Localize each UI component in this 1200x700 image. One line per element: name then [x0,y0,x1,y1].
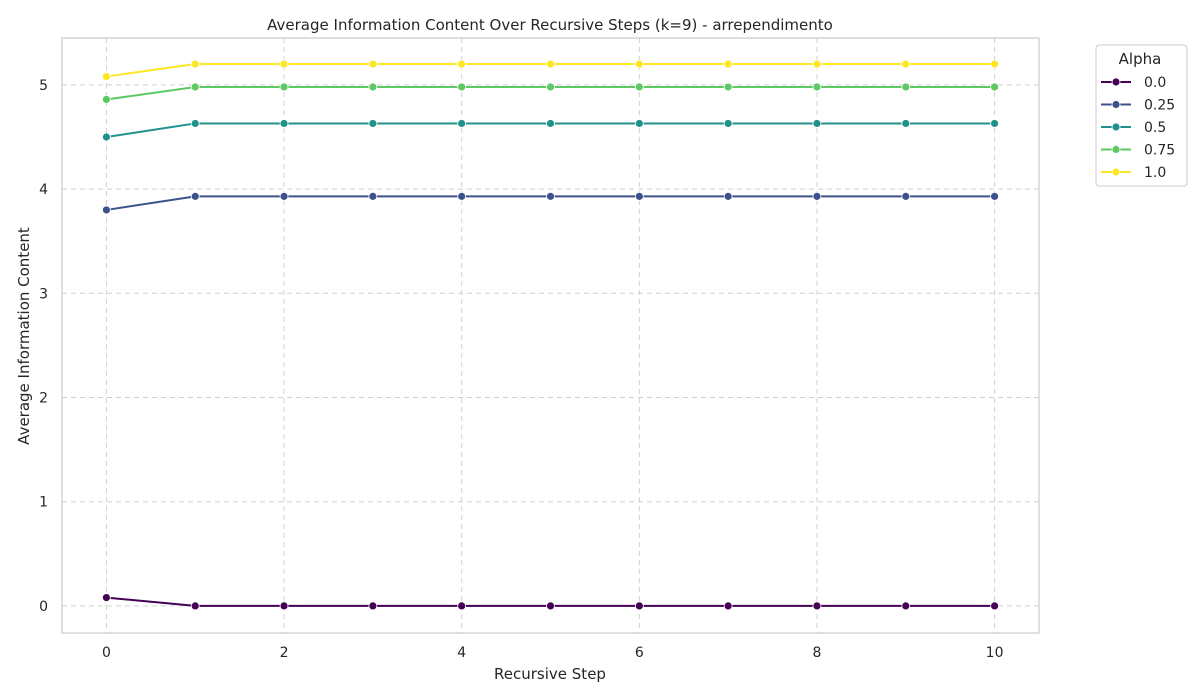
legend-swatch-marker [1111,167,1121,177]
plot-frame [61,37,1040,634]
legend-entry-1.0[interactable]: 1.0 [1101,165,1166,181]
data-point [457,601,467,611]
data-point [723,601,733,611]
data-point [190,119,200,128]
legend-entry-0.0[interactable]: 0.0 [1101,75,1166,91]
data-point [190,59,200,69]
legend-label: 1.0 [1144,165,1166,181]
x-tick-label: 8 [812,645,821,661]
legend-label: 0.25 [1144,98,1175,114]
data-point [723,59,733,69]
legend-label: 0.0 [1144,75,1166,91]
data-point [279,191,289,201]
chart-title: Average Information Content Over Recursi… [267,16,833,34]
y-tick-label: 1 [39,495,48,511]
series-0.0 [102,593,999,611]
data-point [368,82,378,92]
legend-entry-0.25[interactable]: 0.25 [1101,98,1175,114]
data-point [279,59,289,69]
legend-title: Alpha [1119,50,1162,68]
data-point [634,191,644,201]
series-1.0 [102,59,999,81]
data-point [990,119,999,128]
data-point [457,119,467,128]
data-point [901,191,911,201]
data-point [990,191,999,201]
data-point [546,59,555,69]
x-tick-label: 6 [635,645,644,661]
legend-entries: 0.0 0.25 0.5 0.75 1.0 [1101,75,1175,181]
legend-swatch-marker [1111,100,1121,109]
y-tick-label: 5 [39,78,48,94]
data-point [634,82,644,92]
y-axis-label: Average Information Content [15,227,33,445]
legend-swatch-marker [1111,77,1121,87]
legend[interactable]: Alpha 0.0 0.25 0.5 0.75 1.0 [1095,44,1188,187]
data-point [102,132,111,142]
data-point [546,82,555,92]
x-tick-label: 4 [457,645,466,661]
data-point [457,82,467,92]
data-point [457,191,467,201]
x-axis-ticks: 0 2 4 6 8 10 [102,645,1004,661]
data-point [546,601,555,611]
data-point [279,601,289,611]
y-tick-label: 4 [39,182,48,198]
data-point [812,82,822,92]
data-point [723,82,733,92]
data-point [102,95,111,104]
data-point [901,82,911,92]
data-point [368,191,378,201]
data-point [812,601,822,611]
x-axis-label: Recursive Step [494,665,606,683]
data-point [901,119,911,128]
data-point [546,119,555,128]
data-point [990,59,999,69]
legend-entry-0.75[interactable]: 0.75 [1101,143,1175,159]
data-point [279,119,289,128]
data-point [546,191,555,201]
data-point [723,191,733,201]
series-layer [102,59,999,611]
data-point [190,82,200,92]
legend-label: 0.5 [1144,120,1166,136]
legend-swatch-marker [1111,122,1121,132]
data-point [812,59,822,69]
data-point [279,82,289,92]
series-0.75 [102,82,999,104]
data-point [634,119,644,128]
data-point [368,601,378,611]
x-tick-label: 10 [986,645,1004,661]
legend-label: 0.75 [1144,143,1175,159]
data-point [634,601,644,611]
y-tick-label: 0 [39,599,48,615]
series-0.25 [102,191,999,215]
data-point [901,601,911,611]
data-point [990,601,999,611]
data-point [102,593,111,602]
legend-entry-0.5[interactable]: 0.5 [1101,120,1166,136]
y-tick-label: 2 [39,391,48,407]
data-point [102,72,111,81]
data-point [901,59,911,69]
data-point [812,191,822,201]
data-point [812,119,822,128]
data-point [102,205,111,215]
data-point [723,119,733,128]
legend-swatch-marker [1111,145,1121,154]
data-point [990,82,999,92]
data-point [457,59,467,69]
data-point [368,119,378,128]
x-tick-label: 0 [102,645,111,661]
data-point [190,191,200,201]
data-point [634,59,644,69]
data-point [190,601,200,611]
y-axis-ticks: 0 1 2 3 4 5 [39,78,48,615]
y-tick-label: 3 [39,286,48,302]
data-point [368,59,378,69]
x-tick-label: 2 [280,645,289,661]
series-0.5 [102,119,999,142]
